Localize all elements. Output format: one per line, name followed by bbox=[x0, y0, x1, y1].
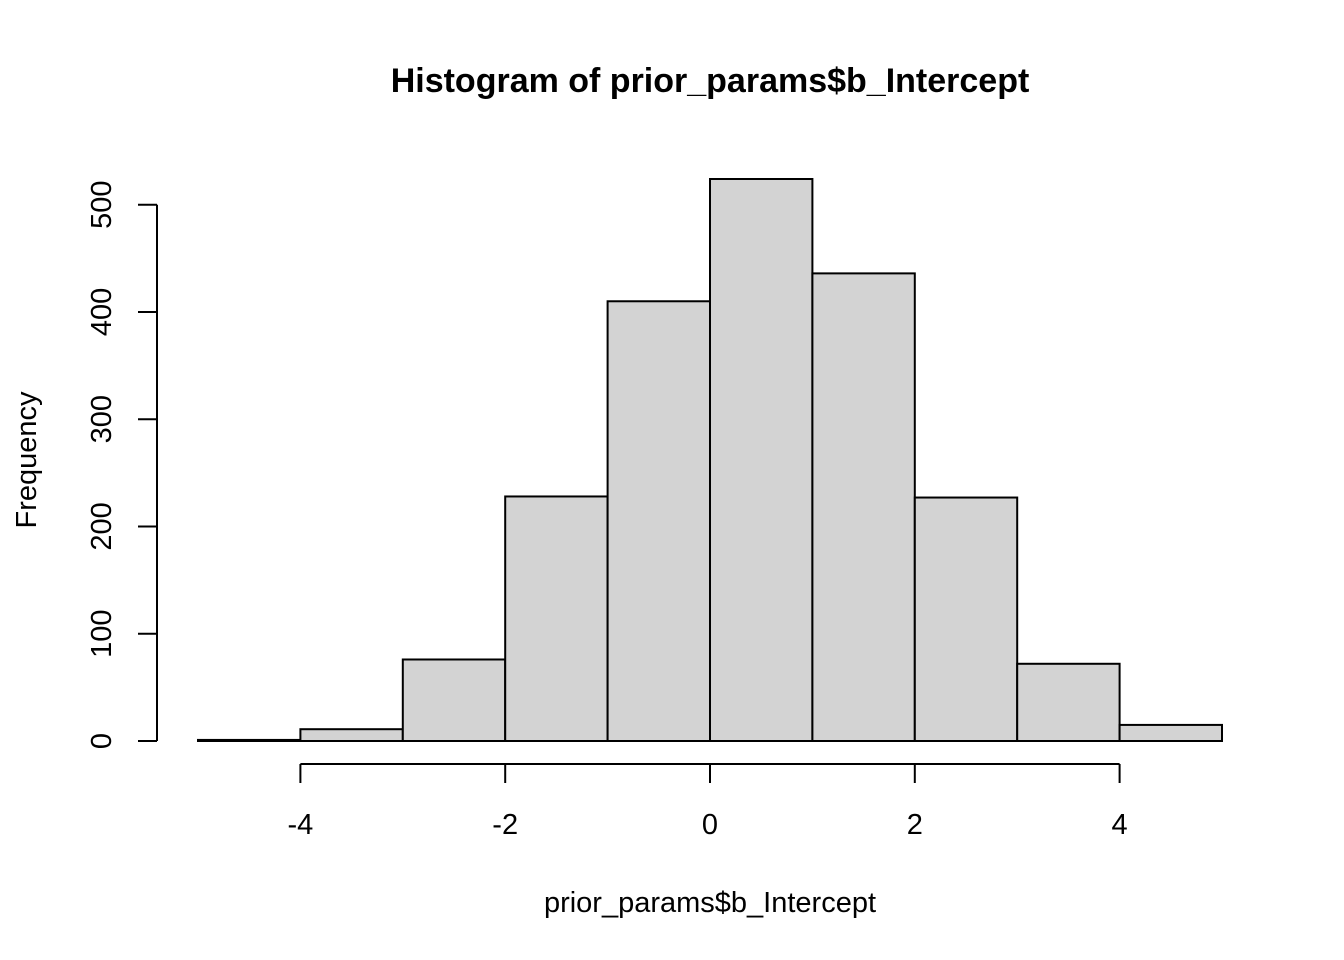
histogram-bar-7 bbox=[913, 496, 1019, 743]
y-tick-label-5: 500 bbox=[86, 181, 118, 229]
x-tick-label-0: -4 bbox=[288, 809, 314, 841]
y-axis-title: Frequency bbox=[11, 391, 43, 529]
y-axis: 0 100 200 300 400 500 bbox=[86, 181, 158, 749]
histogram-bar-5 bbox=[709, 178, 814, 742]
histogram-bar-4 bbox=[606, 300, 711, 742]
x-tick-label-3: 2 bbox=[907, 809, 923, 841]
histogram-bar-0 bbox=[197, 738, 302, 743]
x-axis: -4 -2 0 2 4 bbox=[288, 763, 1128, 841]
y-tick-label-4: 400 bbox=[86, 288, 118, 336]
x-tick-label-1: -2 bbox=[492, 809, 518, 841]
x-axis-title: prior_params$b_Intercept bbox=[544, 887, 876, 919]
x-tick-label-2: 0 bbox=[702, 809, 718, 841]
y-tick-label-3: 300 bbox=[86, 395, 118, 443]
y-tick-label-2: 200 bbox=[86, 502, 118, 550]
bars-group bbox=[197, 178, 1223, 743]
chart-title: Histogram of prior_params$b_Intercept bbox=[391, 62, 1030, 100]
histogram-bar-2 bbox=[401, 658, 507, 742]
histogram-bar-3 bbox=[504, 495, 609, 742]
histogram-bar-8 bbox=[1016, 662, 1121, 742]
y-tick-label-1: 100 bbox=[86, 610, 118, 658]
histogram-bar-9 bbox=[1118, 723, 1223, 743]
histogram-bar-6 bbox=[811, 272, 916, 742]
x-tick-label-4: 4 bbox=[1112, 809, 1128, 841]
histogram-bar-1 bbox=[299, 728, 404, 742]
y-tick-label-0: 0 bbox=[86, 733, 118, 749]
